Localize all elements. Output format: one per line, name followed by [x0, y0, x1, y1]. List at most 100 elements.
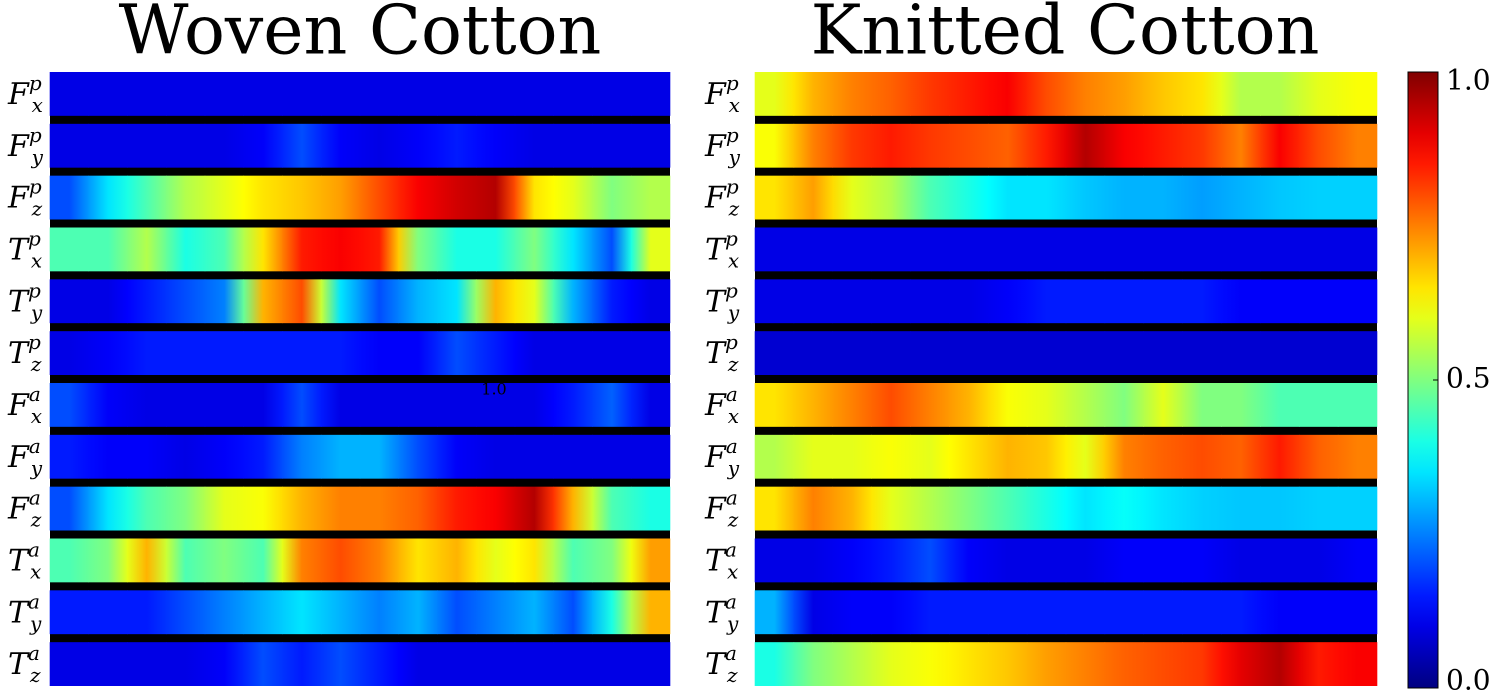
row-label-symbol: F: [7, 181, 30, 216]
heatmap-cell: [910, 486, 950, 531]
heatmap-cell: [88, 279, 128, 324]
heatmap-cell: [1026, 123, 1067, 168]
heatmap-cell: [871, 279, 911, 324]
heatmap-cell: [243, 175, 283, 220]
row-label: Fp x: [704, 70, 740, 116]
heatmap-cell: [1143, 486, 1183, 531]
heatmap-cell: [754, 123, 795, 168]
row-label: Fp y: [704, 122, 741, 168]
heatmap-cell: [1182, 279, 1222, 324]
heatmap-cell: [88, 175, 128, 220]
heatmap-cell: [1260, 486, 1300, 531]
heatmap-cell: [987, 227, 1028, 272]
heatmap-cell: [1065, 227, 1106, 272]
heatmap-cell: [437, 123, 477, 168]
heatmap-cell: [871, 434, 911, 479]
heatmap-cell: [910, 538, 950, 583]
heatmap-cell: [832, 227, 872, 272]
heatmap-cell: [282, 279, 322, 324]
heatmap-cell: [793, 227, 834, 272]
heatmap-cell: [592, 72, 632, 116]
heatmap-cell: [553, 227, 593, 272]
heatmap-cell: [1026, 486, 1067, 531]
heatmap-cell: [165, 590, 206, 635]
row-label-sub: x: [31, 248, 42, 272]
heatmap-cell: [127, 538, 167, 583]
row-label-symbol: F: [704, 492, 727, 527]
heatmap-cell: [437, 383, 477, 427]
heatmap-cell: [1182, 486, 1222, 531]
row-label-symbol: F: [7, 388, 30, 423]
heatmap-cell: [437, 642, 477, 686]
heatmap-cell: [398, 227, 438, 272]
heatmap-cell: [359, 72, 400, 116]
heatmap-cell: [754, 72, 795, 116]
row-label-symbol: T: [8, 647, 30, 682]
heatmap-cell: [437, 227, 477, 272]
heatmap-cell: [282, 590, 322, 635]
heatmap-cell: [553, 331, 593, 375]
heatmap-cell: [1221, 642, 1261, 686]
heatmap-cell: [475, 123, 516, 168]
heatmap-cell: [165, 383, 206, 427]
heatmap-cell: [1065, 642, 1106, 686]
heatmap-cell: [1104, 383, 1145, 427]
heatmap-cell: [871, 227, 911, 272]
row-label-sup: p: [725, 330, 738, 354]
row-label-sup: p: [725, 278, 738, 302]
heatmap-cell: [88, 642, 128, 686]
heatmap-cell: [475, 331, 516, 375]
heatmap-cell: [1104, 642, 1145, 686]
heatmap-cell: [1298, 383, 1339, 427]
heatmap-cell: [437, 538, 477, 583]
heatmap-cell: [754, 642, 795, 686]
heatmap-cell: [1298, 486, 1339, 531]
heatmap-cell: [1260, 434, 1300, 479]
heatmap-cell: [1221, 72, 1261, 116]
heatmap-cell: [243, 383, 283, 427]
heatmap-cell: [592, 486, 632, 531]
heatmap-cell: [49, 72, 90, 116]
row-label: Fp y: [7, 122, 44, 168]
heatmap-cell: [1260, 123, 1300, 168]
heatmap-cell: [127, 331, 167, 375]
row-label-symbol: T: [705, 595, 727, 630]
heatmap-cell: [282, 227, 322, 272]
heatmap-cell: [204, 538, 245, 583]
heatmap-cell: [49, 486, 90, 531]
heatmap-cell: [398, 486, 438, 531]
row-label: Ta y: [8, 589, 42, 635]
row-label-sup: p: [28, 226, 41, 250]
heatmap-cell: [204, 590, 245, 635]
heatmap-cell: [553, 383, 593, 427]
heatmap-cell: [1104, 72, 1145, 116]
row-label-symbol: T: [705, 232, 727, 267]
heatmap-cell: [514, 486, 555, 531]
heatmap-cell: [793, 72, 834, 116]
heatmap-cell: [165, 434, 206, 479]
heatmap-cell: [553, 279, 593, 324]
heatmap-cell: [1065, 383, 1106, 427]
heatmap-cell: [1337, 642, 1378, 686]
heatmap-cell: [630, 590, 671, 635]
heatmap-cell: [1221, 434, 1261, 479]
heatmap-cell: [320, 642, 361, 686]
heatmap-cell: [910, 279, 950, 324]
heatmap-cell: [398, 123, 438, 168]
heatmap-cell: [49, 383, 90, 427]
heatmap-cell: [910, 123, 950, 168]
heatmap-cell: [359, 383, 400, 427]
heatmap-cell: [630, 538, 671, 583]
heatmap-cell: [1221, 227, 1261, 272]
heatmap-cell: [1337, 434, 1378, 479]
heatmap-cell: [832, 123, 872, 168]
heatmap-cell: [1143, 72, 1183, 116]
heatmap-cell: [359, 486, 400, 531]
row-label-sup: a: [28, 641, 40, 665]
heatmap-cell: [359, 123, 400, 168]
heatmap-cell: [1026, 331, 1067, 375]
heatmap-cell: [871, 331, 911, 375]
row-label-sub: y: [727, 455, 740, 479]
heatmap-cell: [793, 434, 834, 479]
row-label-sub: x: [729, 92, 740, 116]
